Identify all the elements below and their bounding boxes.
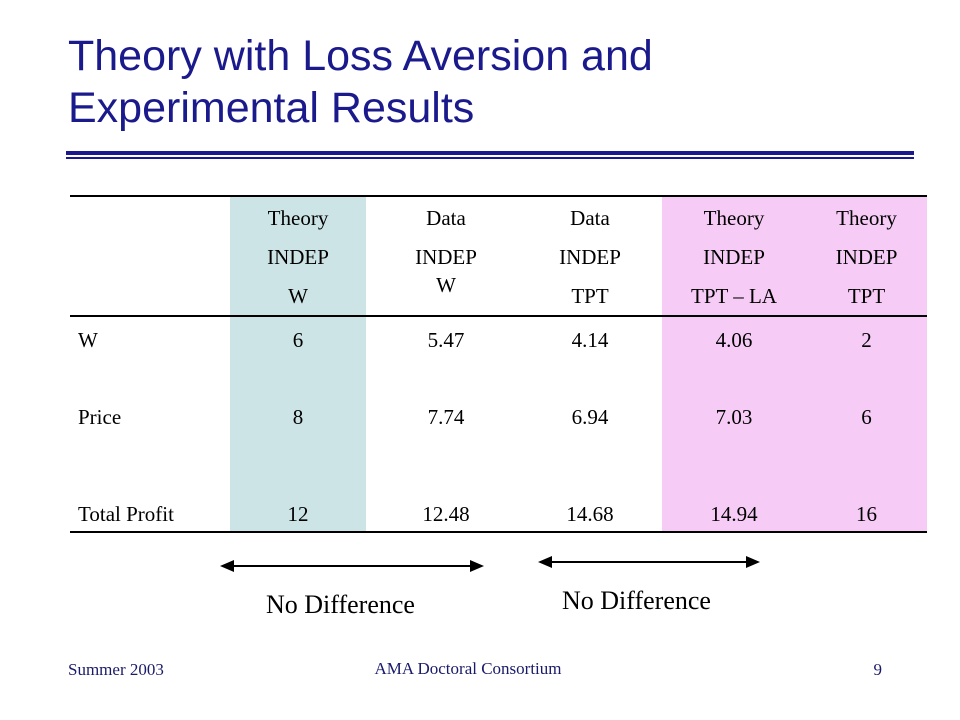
header-line: Data (570, 206, 610, 230)
table-header-rule (70, 315, 927, 317)
table-cell: 6.94 (571, 405, 609, 429)
theory-w-column-highlight (230, 195, 366, 532)
slide-title-line-1: Theory with Loss Aversion and (68, 32, 653, 80)
row-label: W (78, 328, 98, 352)
no-difference-right-label: No Difference (562, 586, 711, 615)
page-number: 9 (873, 660, 883, 679)
header-line: Theory (703, 206, 765, 230)
table-cell: 14.68 (566, 502, 614, 526)
header-line: W (288, 284, 308, 308)
row-label: Total Profit (78, 502, 174, 526)
header-line: Theory (836, 206, 897, 230)
header-line: Data (426, 206, 466, 230)
title-rule-thin (66, 157, 914, 159)
slide-title-line-2: Experimental Results (68, 84, 475, 132)
header-line: INDEP (559, 245, 621, 269)
table-cell: 5.47 (427, 328, 465, 352)
table-cell: 4.06 (715, 328, 753, 352)
header-line: W (436, 273, 456, 297)
header-line: Theory (267, 206, 329, 230)
table-cell: 7.03 (715, 405, 753, 429)
row-label: Price (78, 405, 122, 429)
table-cell: 7.74 (427, 405, 465, 429)
right-double-arrow-icon (538, 556, 760, 568)
header-line: INDEP (267, 245, 329, 269)
header-line: TPT – LA (691, 284, 777, 308)
title-rule-thick (66, 151, 914, 155)
footer-date: Summer 2003 (68, 660, 164, 679)
table-cell: 6 (292, 328, 304, 352)
no-difference-left-label: No Difference (266, 590, 415, 619)
results-table: Theory INDEP W Data INDEP W Data INDEP T… (70, 195, 927, 533)
table-cell: 12 (287, 502, 309, 526)
loss-aversion-columns-highlight (662, 195, 927, 532)
table-cell: 8 (292, 405, 304, 429)
slide-title: Theory with Loss Aversion and Experiment… (68, 30, 928, 134)
header-line: INDEP (835, 245, 898, 269)
table-cell: 4.14 (571, 328, 609, 352)
header-line: INDEP (415, 245, 477, 269)
table-cell: 12.48 (422, 502, 470, 526)
header-line: TPT (571, 284, 609, 308)
left-double-arrow-icon (220, 560, 484, 572)
header-line: INDEP (703, 245, 765, 269)
table-cell: 14.94 (710, 502, 758, 526)
header-line: TPT (847, 284, 886, 308)
table-cell: 6 (861, 405, 872, 429)
footer-event: AMA Doctoral Consortium (374, 659, 562, 678)
table-cell: 16 (856, 502, 877, 526)
table-cell: 2 (861, 328, 872, 352)
table-bottom-rule (70, 531, 927, 533)
table-top-rule (70, 195, 927, 197)
